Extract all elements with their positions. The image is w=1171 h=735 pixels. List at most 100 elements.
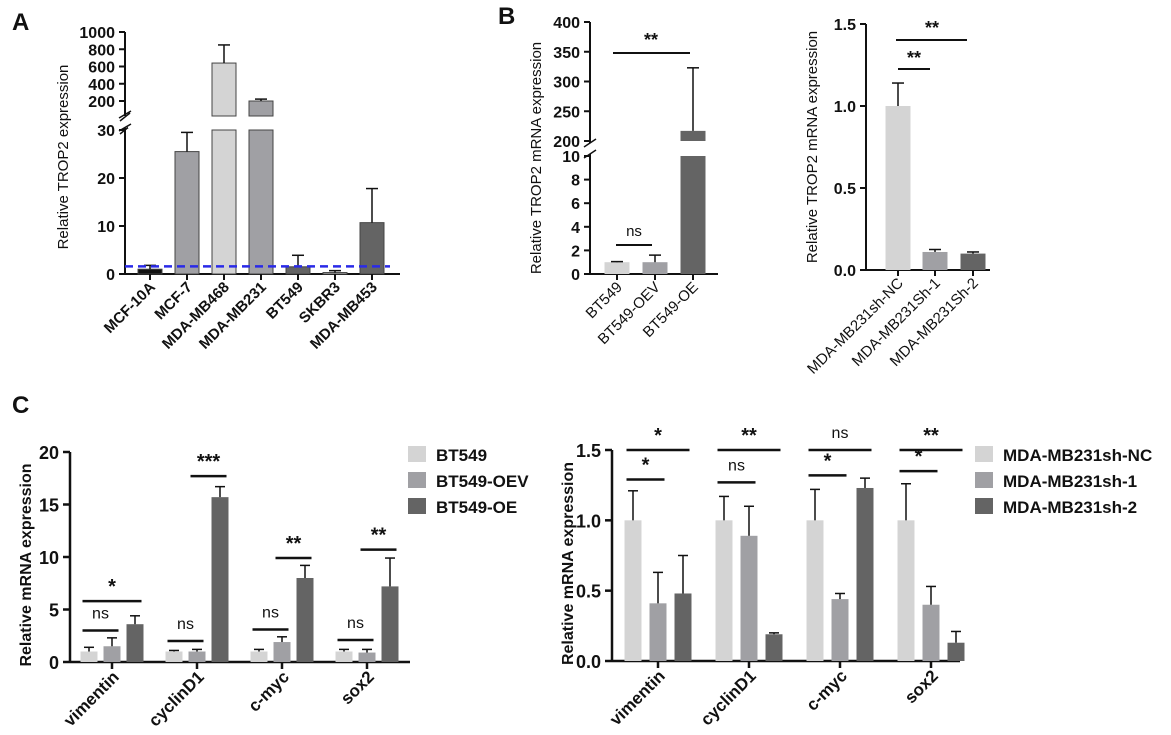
axis-break-mark <box>119 112 131 122</box>
bar-vimentin-BT549 <box>80 651 98 662</box>
x-tick-label: c-myc <box>803 666 851 714</box>
panel-label-c: C <box>12 392 29 419</box>
y-tick-label: 1.0 <box>834 99 856 116</box>
axis-break-mark <box>118 123 132 132</box>
bar-MCF-10A <box>137 268 163 275</box>
y-tick-label: 0.5 <box>834 181 856 198</box>
significance-label: * <box>642 455 650 477</box>
y-axis-label: Relative TROP2 mRNA expression <box>528 42 545 274</box>
significance-label: ns <box>728 457 745 474</box>
significance-label: * <box>654 425 662 447</box>
bar-sox2-BT549-OE <box>381 586 399 662</box>
y-tick-label: 6 <box>571 196 580 213</box>
y-tick-label: 10 <box>97 219 115 236</box>
x-tick-label: cyclinD1 <box>697 666 760 729</box>
y-tick-label: 250 <box>553 104 580 121</box>
legend-label: MDA-MB231sh-2 <box>1003 498 1137 517</box>
y-tick-label: 8 <box>571 173 580 190</box>
significance-label: ns <box>92 606 109 623</box>
bar-sox2-MDA-MB231sh-1 <box>922 604 940 661</box>
legend-swatch <box>408 472 426 488</box>
y-tick-label: 400 <box>553 15 580 32</box>
bar-SKBR3 <box>322 272 348 275</box>
bar-MDA-MB231Sh-2 <box>960 253 986 270</box>
significance-label: * <box>824 450 832 472</box>
y-axis-label: Relative TROP2 expression <box>55 65 72 250</box>
bar-c-myc-BT549-OEV <box>273 642 291 662</box>
axis-break-mark <box>583 138 597 148</box>
y-tick-label: 200 <box>88 94 115 111</box>
panel-label-a: A <box>12 9 29 36</box>
x-tick-label: MCF-10A <box>101 279 159 337</box>
y-tick-label: 30 <box>97 123 115 140</box>
bar-sox2-BT549 <box>335 651 353 662</box>
y-tick-label: 0 <box>49 653 59 673</box>
y-tick-label: 0 <box>106 267 115 284</box>
bar-MCF-7 <box>174 151 200 275</box>
bar-vimentin-MDA-MB231sh-NC <box>624 520 642 661</box>
y-tick-label: 1.5 <box>834 17 856 34</box>
bar-c-myc-MDA-MB231sh-NC <box>806 520 824 661</box>
y-tick-label: 4 <box>571 220 580 237</box>
y-tick-label: 1.5 <box>576 441 601 461</box>
y-tick-label: 800 <box>88 42 115 59</box>
y-axis-label: Relative mRNA expression <box>560 462 577 665</box>
significance-label: ns <box>347 615 364 632</box>
bar-upper-MDA-MB231 <box>248 100 274 117</box>
panel-label-b: B <box>498 3 515 30</box>
bar-MDA-MB231 <box>248 129 274 275</box>
bar-cyclinD1-MDA-MB231sh-1 <box>740 535 758 661</box>
x-tick-label: c-myc <box>245 667 293 715</box>
significance-label: ** <box>925 18 939 38</box>
bar-sox2-MDA-MB231sh-NC <box>897 520 915 661</box>
axis-break-gap <box>128 117 408 128</box>
legend-label: BT549 <box>436 446 487 465</box>
bar-c-myc-BT549 <box>250 651 268 662</box>
legend-swatch <box>408 498 426 514</box>
significance-label: *** <box>197 451 221 473</box>
bar-vimentin-BT549-OEV <box>103 646 121 662</box>
y-tick-label: 10 <box>39 548 59 568</box>
legend-label: BT549-OE <box>436 498 517 517</box>
legend-swatch <box>408 446 426 462</box>
bar-cyclinD1-MDA-MB231sh-NC <box>715 520 733 661</box>
bar-cyclinD1-BT549-OE <box>211 497 229 662</box>
x-tick-label: vimentin <box>60 667 123 730</box>
y-tick-label: 5 <box>49 601 59 621</box>
bar-BT549 <box>285 266 311 275</box>
y-axis-label: Relative mRNA expression <box>18 463 35 666</box>
legend-label: MDA-MB231sh-1 <box>1003 472 1137 491</box>
x-tick-label: sox2 <box>337 667 378 708</box>
y-tick-label: 350 <box>553 45 580 62</box>
panel-b-right-chart: 0.0 0.5 1.0 1.5 Relative TROP2 mRNA expressi… <box>804 17 990 378</box>
legend-swatch <box>975 498 993 514</box>
y-tick-label: 200 <box>553 134 580 151</box>
significance-label: * <box>915 446 923 468</box>
y-tick-label: 0 <box>571 267 580 284</box>
bar-c-myc-BT549-OE <box>296 578 314 662</box>
bar-upper-MDA-MB468 <box>211 62 237 117</box>
significance-label: * <box>108 576 116 598</box>
legend-label: MDA-MB231sh-NC <box>1003 446 1152 465</box>
y-tick-label: 2 <box>571 243 580 260</box>
bar-upper-BT549-OE <box>680 130 706 141</box>
y-tick-label: 1.0 <box>576 511 601 531</box>
x-tick-label: sox2 <box>901 666 942 707</box>
y-tick-label: 0.0 <box>576 652 601 672</box>
significance-label: ns <box>626 223 642 240</box>
x-tick-label: cyclinD1 <box>145 667 208 730</box>
x-tick-label: vimentin <box>606 666 669 729</box>
legend-swatch <box>975 446 993 462</box>
y-tick-label: 600 <box>88 60 115 77</box>
bar-cyclinD1-BT549 <box>165 651 183 662</box>
bar-vimentin-MDA-MB231sh-1 <box>649 603 667 661</box>
significance-label: ns <box>177 616 194 633</box>
bar-MDA-MB468 <box>211 129 237 275</box>
bar-cyclinD1-BT549-OEV <box>188 651 206 662</box>
significance-label: ** <box>644 30 658 50</box>
bar-sox2-MDA-MB231sh-2 <box>947 642 965 661</box>
legend-swatch <box>975 472 993 488</box>
bar-cyclinD1-MDA-MB231sh-2 <box>765 634 783 661</box>
